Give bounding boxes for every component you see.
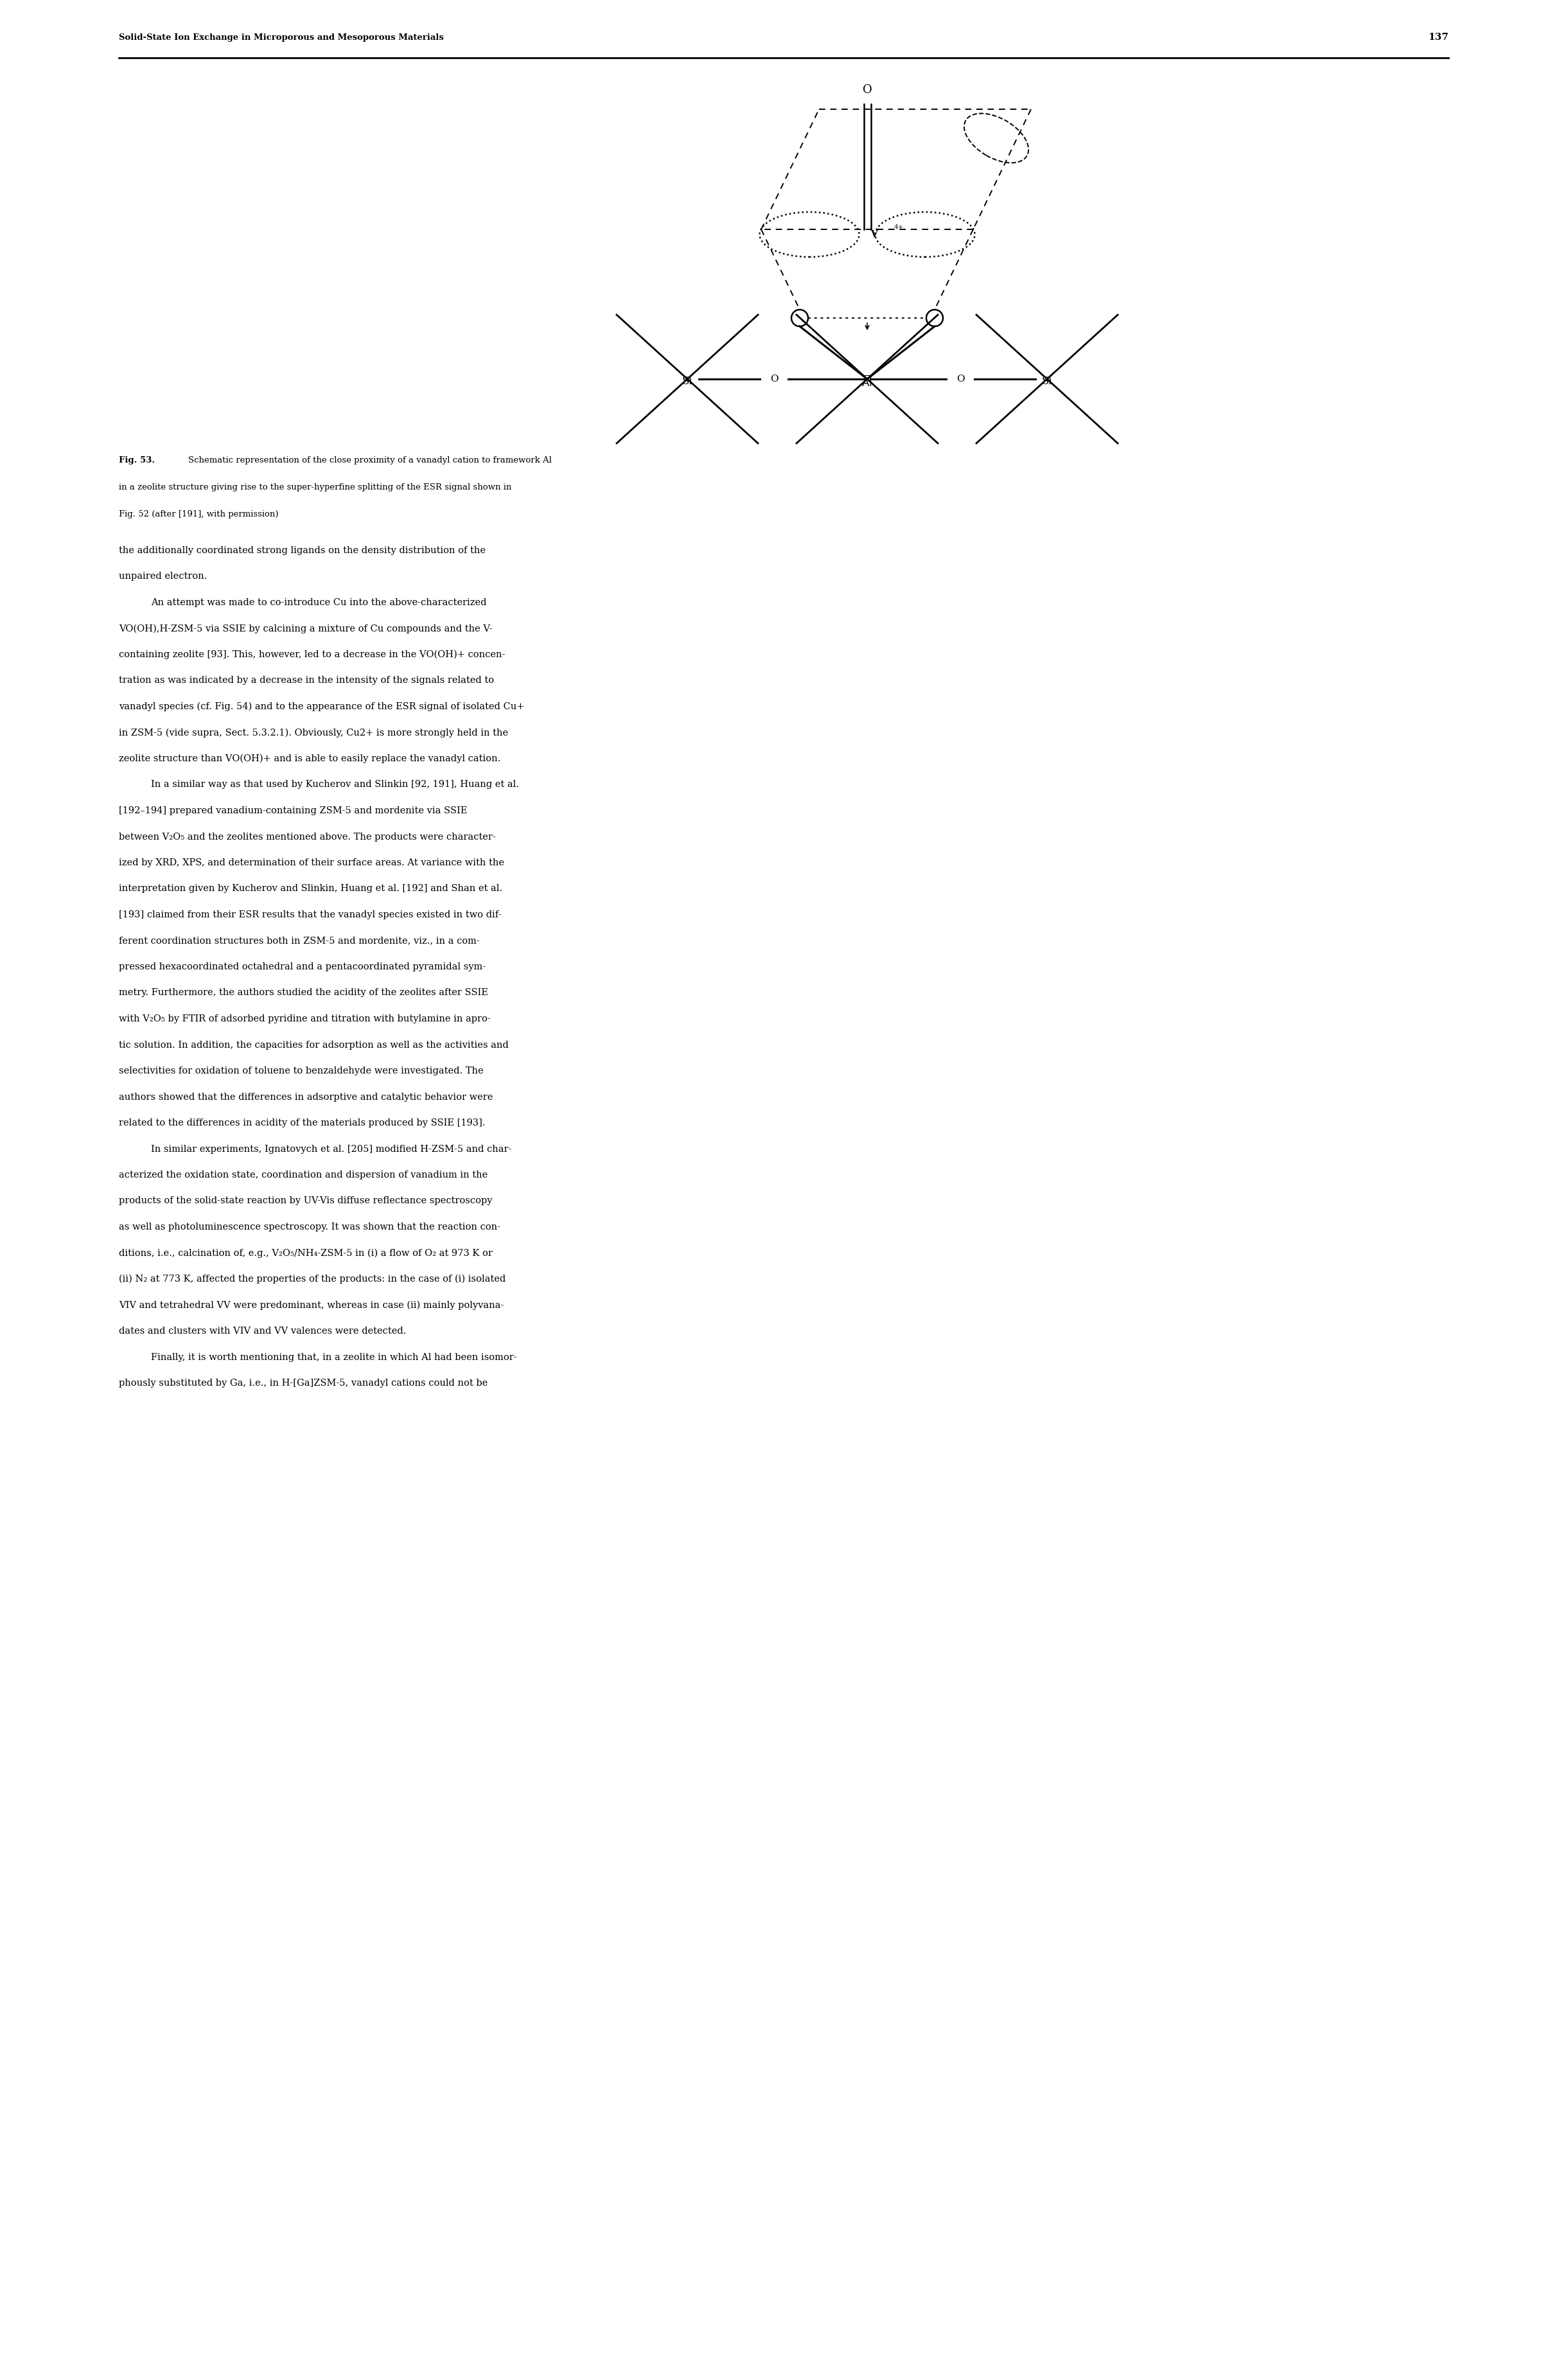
- Text: Fig. 52 (after [191], with permission): Fig. 52 (after [191], with permission): [119, 511, 279, 518]
- Text: tration as was indicated by a decrease in the intensity of the signals related t: tration as was indicated by a decrease i…: [119, 675, 494, 685]
- Text: V: V: [870, 231, 878, 240]
- Text: phously substituted by Ga, i.e., in H-[Ga]ZSM-5, vanadyl cations could not be: phously substituted by Ga, i.e., in H-[G…: [119, 1379, 488, 1388]
- Text: acterized the oxidation state, coordination and dispersion of vanadium in the: acterized the oxidation state, coordinat…: [119, 1169, 488, 1179]
- Text: authors showed that the differences in adsorptive and catalytic behavior were: authors showed that the differences in a…: [119, 1093, 492, 1101]
- Text: between V₂O₅ and the zeolites mentioned above. The products were character-: between V₂O₅ and the zeolites mentioned …: [119, 832, 495, 841]
- Text: in a zeolite structure giving rise to the super-hyperfine splitting of the ESR s: in a zeolite structure giving rise to th…: [119, 483, 511, 492]
- Text: Schematic representation of the close proximity of a vanadyl cation to framework: Schematic representation of the close pr…: [188, 456, 552, 464]
- Text: as well as photoluminescence spectroscopy. It was shown that the reaction con-: as well as photoluminescence spectroscop…: [119, 1222, 500, 1231]
- Text: Fig. 53.: Fig. 53.: [119, 456, 155, 464]
- Text: with V₂O₅ by FTIR of adsorbed pyridine and titration with butylamine in apro-: with V₂O₅ by FTIR of adsorbed pyridine a…: [119, 1015, 491, 1024]
- Text: zeolite structure than VO(OH)+ and is able to easily replace the vanadyl cation.: zeolite structure than VO(OH)+ and is ab…: [119, 754, 500, 763]
- Text: dates and clusters with VIV and VV valences were detected.: dates and clusters with VIV and VV valen…: [119, 1326, 406, 1336]
- Text: 137: 137: [1428, 33, 1449, 43]
- Text: ferent coordination structures both in ZSM-5 and mordenite, viz., in a com-: ferent coordination structures both in Z…: [119, 937, 480, 946]
- Text: related to the differences in acidity of the materials produced by SSIE [193].: related to the differences in acidity of…: [119, 1120, 486, 1127]
- Text: selectivities for oxidation of toluene to benzaldehyde were investigated. The: selectivities for oxidation of toluene t…: [119, 1067, 483, 1074]
- Text: O: O: [956, 376, 964, 383]
- Text: O: O: [862, 83, 872, 95]
- Text: VIV and tetrahedral VV were predominant, whereas in case (ii) mainly polyvana-: VIV and tetrahedral VV were predominant,…: [119, 1300, 503, 1310]
- Text: vanadyl species (cf. Fig. 54) and to the appearance of the ESR signal of isolate: vanadyl species (cf. Fig. 54) and to the…: [119, 701, 524, 711]
- Text: containing zeolite [93]. This, however, led to a decrease in the VO(OH)+ concen-: containing zeolite [93]. This, however, …: [119, 651, 505, 658]
- Text: [192–194] prepared vanadium-containing ZSM-5 and mordenite via SSIE: [192–194] prepared vanadium-containing Z…: [119, 806, 467, 815]
- Text: tic solution. In addition, the capacities for adsorption as well as the activiti: tic solution. In addition, the capacitie…: [119, 1041, 508, 1048]
- Text: [193] claimed from their ESR results that the vanadyl species existed in two dif: [193] claimed from their ESR results tha…: [119, 910, 502, 920]
- Text: In similar experiments, Ignatovych et al. [205] modified H-ZSM-5 and char-: In similar experiments, Ignatovych et al…: [151, 1143, 511, 1153]
- Text: $\overline{\mathrm{Al}}$: $\overline{\mathrm{Al}}$: [861, 376, 873, 390]
- Text: Finally, it is worth mentioning that, in a zeolite in which Al had been isomor-: Finally, it is worth mentioning that, in…: [151, 1353, 517, 1362]
- Text: unpaired electron.: unpaired electron.: [119, 573, 207, 580]
- Text: In a similar way as that used by Kucherov and Slinkin [92, 191], Huang et al.: In a similar way as that used by Kuchero…: [151, 780, 519, 789]
- Text: in ZSM-5 (vide supra, Sect. 5.3.2.1). Obviously, Cu2+ is more strongly held in t: in ZSM-5 (vide supra, Sect. 5.3.2.1). Ob…: [119, 727, 508, 737]
- Text: VO(OH),H-ZSM-5 via SSIE by calcining a mixture of Cu compounds and the V-: VO(OH),H-ZSM-5 via SSIE by calcining a m…: [119, 625, 492, 632]
- Text: interpretation given by Kucherov and Slinkin, Huang et al. [192] and Shan et al.: interpretation given by Kucherov and Sli…: [119, 884, 502, 894]
- Text: products of the solid-state reaction by UV-Vis diffuse reflectance spectroscopy: products of the solid-state reaction by …: [119, 1196, 492, 1205]
- Text: metry. Furthermore, the authors studied the acidity of the zeolites after SSIE: metry. Furthermore, the authors studied …: [119, 989, 488, 998]
- Text: the additionally coordinated strong ligands on the density distribution of the: the additionally coordinated strong liga…: [119, 547, 486, 556]
- Text: O: O: [770, 376, 778, 383]
- Text: (ii) N₂ at 773 K, affected the properties of the products: in the case of (i) is: (ii) N₂ at 773 K, affected the propertie…: [119, 1274, 506, 1284]
- Text: Solid-State Ion Exchange in Microporous and Mesoporous Materials: Solid-State Ion Exchange in Microporous …: [119, 33, 444, 43]
- Text: ditions, i.e., calcination of, e.g., V₂O₅/NH₄-ZSM-5 in (i) a flow of O₂ at 973 K: ditions, i.e., calcination of, e.g., V₂O…: [119, 1248, 492, 1257]
- Text: pressed hexacoordinated octahedral and a pentacoordinated pyramidal sym-: pressed hexacoordinated octahedral and a…: [119, 963, 486, 972]
- Text: Si: Si: [682, 376, 693, 387]
- Text: 4+: 4+: [894, 223, 905, 231]
- Text: ized by XRD, XPS, and determination of their surface areas. At variance with the: ized by XRD, XPS, and determination of t…: [119, 858, 505, 868]
- Text: An attempt was made to co-introduce Cu into the above-characterized: An attempt was made to co-introduce Cu i…: [151, 599, 486, 606]
- Text: Si: Si: [1041, 376, 1052, 387]
